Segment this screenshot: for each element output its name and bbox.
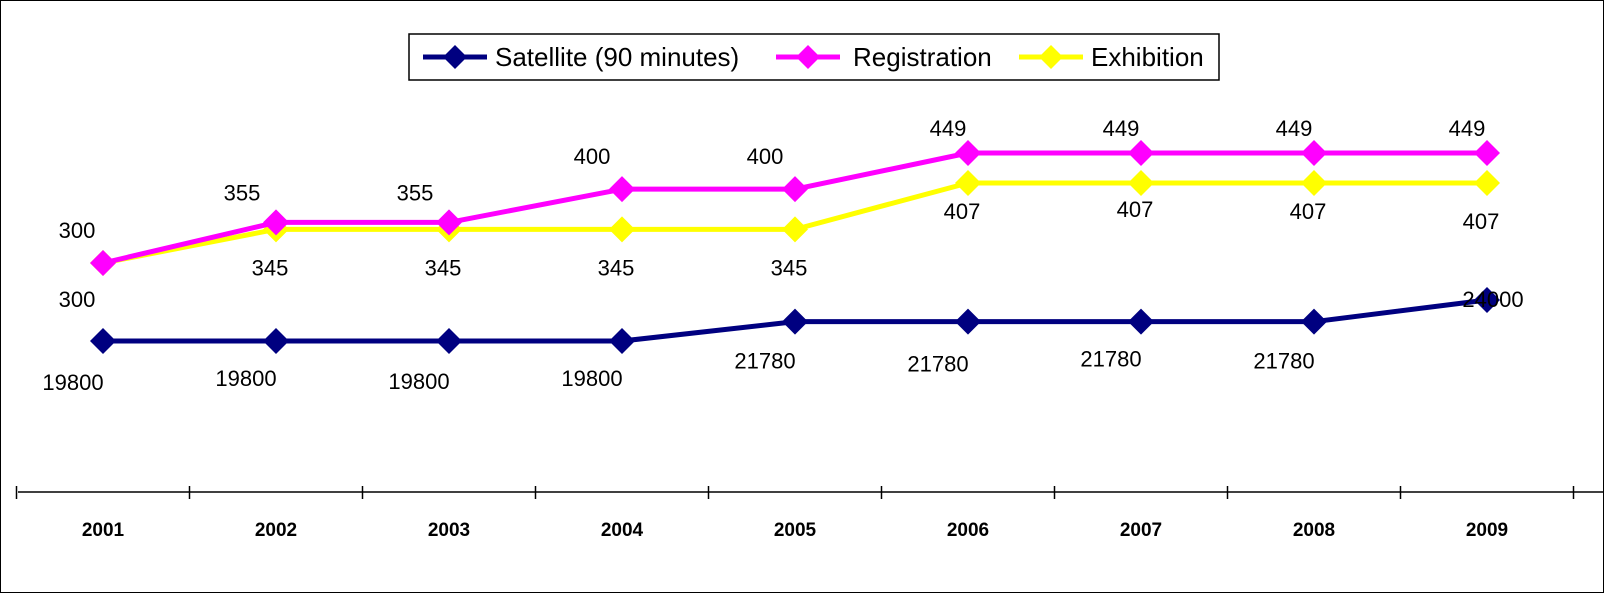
data-point [1128, 309, 1154, 335]
data-label: 21780 [1253, 349, 1314, 374]
x-tick-label: 2002 [255, 520, 297, 541]
data-point [1128, 140, 1154, 166]
data-point [436, 328, 462, 354]
data-point [90, 250, 116, 276]
data-label: 19800 [42, 370, 103, 395]
data-point [1301, 140, 1327, 166]
data-point [1474, 140, 1500, 166]
data-label: 345 [771, 255, 808, 280]
data-label: 407 [1463, 209, 1500, 234]
x-tick-label: 2006 [947, 520, 989, 541]
data-label: 355 [397, 180, 434, 205]
data-label: 19800 [215, 366, 276, 391]
data-label: 449 [930, 116, 967, 141]
data-point [609, 328, 635, 354]
data-point [955, 140, 981, 166]
data-point [782, 176, 808, 202]
data-labels: 19800 19800 19800 19800 21780 21780 21780 21780… [42, 116, 1523, 395]
data-label: 407 [1290, 199, 1327, 224]
x-axis: 2001 2002 2003 2004 2005 2006 2007 2008 2009 [17, 486, 1604, 541]
data-label: 21780 [734, 349, 795, 374]
data-point [1474, 170, 1500, 196]
data-label: 449 [1103, 116, 1140, 141]
data-label: 407 [944, 199, 981, 224]
legend-label: Registration [853, 42, 992, 72]
x-tick-label: 2008 [1293, 520, 1335, 541]
data-label: 19800 [388, 369, 449, 394]
legend-label: Satellite (90 minutes) [495, 42, 739, 72]
data-point [609, 216, 635, 242]
data-point [955, 170, 981, 196]
data-label: 19800 [561, 366, 622, 391]
x-tick-label: 2003 [428, 520, 470, 541]
data-label: 400 [574, 144, 611, 169]
x-tick-label: 2001 [82, 520, 125, 541]
data-label: 300 [59, 218, 96, 243]
legend: Satellite (90 minutes) Registration Exhibi… [409, 34, 1219, 80]
data-point [955, 309, 981, 335]
x-tick-label: 2007 [1120, 520, 1162, 541]
data-point [1128, 170, 1154, 196]
data-label: 449 [1276, 116, 1313, 141]
data-label: 21780 [1080, 347, 1141, 372]
legend-label: Exhibition [1091, 42, 1204, 72]
data-point [90, 328, 116, 354]
data-point [609, 176, 635, 202]
x-tick-label: 2005 [774, 520, 817, 541]
data-label: 24000 [1462, 287, 1523, 312]
data-label: 21780 [907, 352, 968, 377]
data-label: 345 [425, 255, 462, 280]
data-point [1301, 309, 1327, 335]
data-point [1301, 170, 1327, 196]
data-label: 345 [252, 255, 289, 280]
data-label: 355 [224, 180, 261, 205]
series-layer [90, 140, 1500, 354]
data-label: 400 [747, 144, 784, 169]
x-tick-label: 2004 [601, 520, 644, 541]
data-label: 407 [1117, 197, 1154, 222]
x-tick-label: 2009 [1466, 520, 1508, 541]
data-label: 345 [598, 255, 635, 280]
data-point [782, 309, 808, 335]
data-label: 449 [1449, 116, 1486, 141]
data-label: 300 [59, 287, 96, 312]
series-line [103, 153, 1487, 263]
data-point [782, 216, 808, 242]
data-point [263, 328, 289, 354]
